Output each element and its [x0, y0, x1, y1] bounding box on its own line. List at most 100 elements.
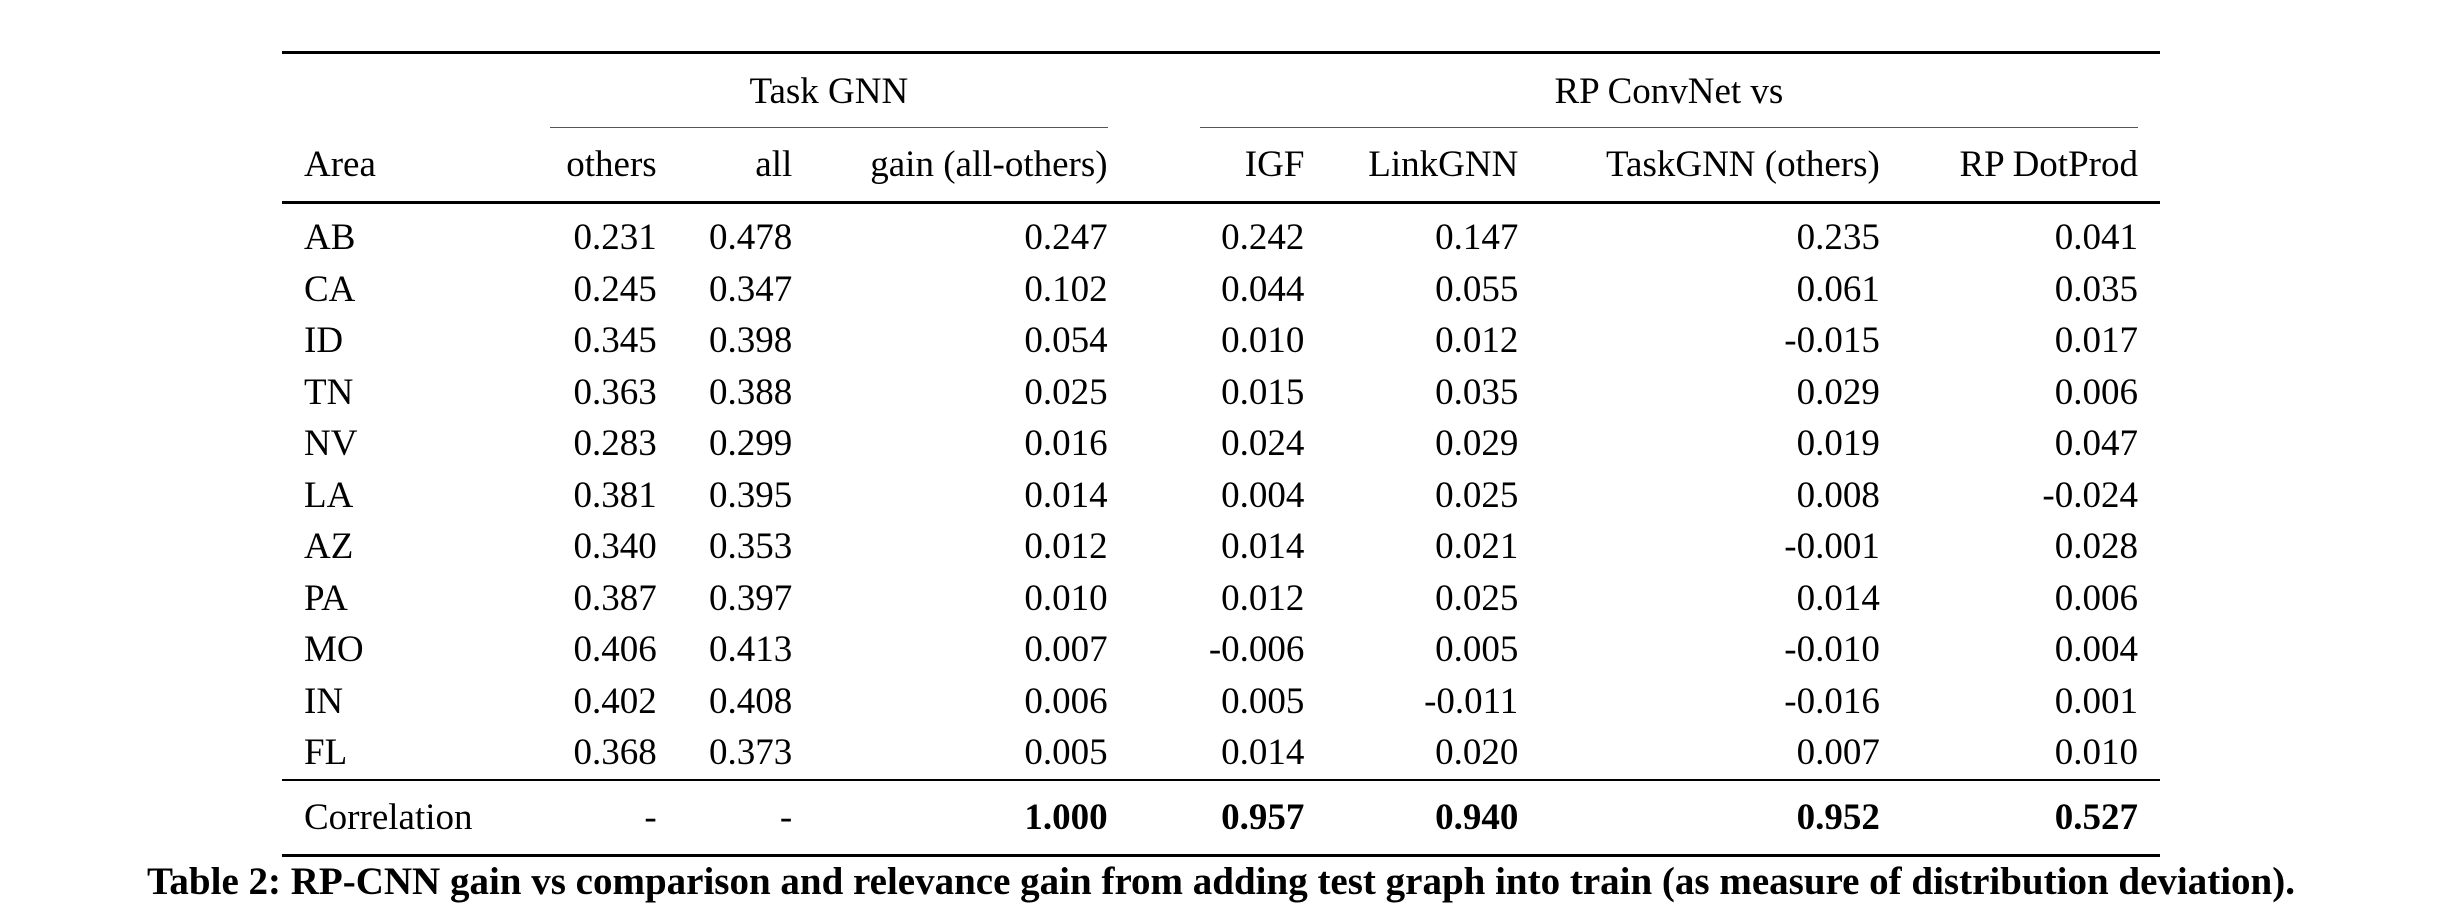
cell-linkgnn: 0.025 — [1435, 577, 1519, 619]
cell-all: 0.388 — [709, 371, 793, 413]
cell-taskgnn-others: -0.016 — [1784, 680, 1880, 722]
column-header-taskgnn-others: TaskGNN (others) — [1540, 128, 1902, 204]
cell-area: ID — [304, 320, 344, 362]
cell-rp-dotprod: 0.035 — [2054, 268, 2138, 310]
column-header-rp-dotprod: RP DotProd — [1901, 128, 2160, 204]
column-header-others: others — [528, 128, 679, 204]
cell-gain: 0.007 — [1024, 629, 1108, 671]
cell-rp-dotprod: 0.010 — [2054, 732, 2138, 774]
cell-all: 0.299 — [709, 423, 793, 465]
cell-igf: 0.012 — [1221, 577, 1305, 619]
cell-area: IN — [304, 680, 344, 722]
cell-rp-dotprod: 0.028 — [2054, 526, 2138, 568]
cell-taskgnn-others: -0.010 — [1784, 629, 1880, 671]
cell-all: 0.373 — [709, 732, 793, 774]
cell-linkgnn: 0.029 — [1435, 423, 1519, 465]
group-header-task-gnn: Task GNN — [528, 51, 1130, 128]
cell-others: - — [528, 778, 679, 857]
cell-taskgnn-others: 0.029 — [1796, 371, 1880, 413]
table-row: TN 0.363 0.388 0.025 0.015 0.035 0.029 0… — [282, 367, 2160, 419]
correlation-row: Correlation - - 1.000 0.957 0.940 0.952 … — [282, 778, 2160, 857]
cell-linkgnn: 0.005 — [1435, 629, 1519, 671]
cell-linkgnn: 0.020 — [1435, 732, 1519, 774]
cell-linkgnn: 0.940 — [1326, 778, 1541, 857]
cell-gain: 0.025 — [1024, 371, 1108, 413]
cell-gain: 0.012 — [1024, 526, 1108, 568]
cell-taskgnn-others: 0.014 — [1796, 577, 1880, 619]
cell-gain: 0.006 — [1024, 680, 1108, 722]
table-row: LA 0.381 0.395 0.014 0.004 0.025 0.008 -… — [282, 470, 2160, 522]
cell-rp-dotprod: 0.047 — [2054, 423, 2138, 465]
cell-all: - — [678, 778, 815, 857]
cell-igf: 0.015 — [1221, 371, 1305, 413]
cell-igf: 0.014 — [1221, 732, 1305, 774]
table-row: PA 0.387 0.397 0.010 0.012 0.025 0.014 0… — [282, 573, 2160, 625]
cell-others: 0.402 — [573, 680, 657, 722]
cell-linkgnn: -0.011 — [1424, 680, 1519, 722]
cell-igf: -0.006 — [1208, 629, 1305, 671]
cell-linkgnn: 0.021 — [1435, 526, 1519, 568]
table-row: AB 0.231 0.478 0.247 0.242 0.147 0.235 0… — [282, 203, 2160, 264]
cell-taskgnn-others: 0.008 — [1796, 474, 1880, 516]
group-header-rp-convnet: RP ConvNet vs — [1177, 51, 2160, 128]
cell-area: NV — [304, 423, 358, 465]
group-header-task-gnn-label: Task GNN — [749, 70, 909, 112]
cell-rp-dotprod: 0.527 — [1901, 778, 2160, 857]
cell-linkgnn: 0.147 — [1435, 217, 1519, 259]
group-underline-task-gnn — [550, 127, 1108, 128]
cell-others: 0.406 — [573, 629, 657, 671]
cell-all: 0.478 — [709, 217, 793, 259]
cell-igf: 0.004 — [1221, 474, 1305, 516]
cell-igf: 0.242 — [1221, 217, 1305, 259]
table-caption: Table 2: RP-CNN gain vs comparison and r… — [147, 860, 2295, 903]
group-underline-rp-convnet — [1199, 127, 2138, 128]
cell-linkgnn: 0.025 — [1435, 474, 1519, 516]
cell-others: 0.245 — [573, 268, 657, 310]
cell-area: PA — [304, 577, 348, 619]
cell-taskgnn-others: 0.007 — [1796, 732, 1880, 774]
column-header-all: all — [678, 128, 815, 204]
table-row: FL 0.368 0.373 0.005 0.014 0.020 0.007 0… — [282, 727, 2160, 780]
cell-others: 0.381 — [573, 474, 657, 516]
table-body: AB 0.231 0.478 0.247 0.242 0.147 0.235 0… — [282, 203, 2160, 857]
column-header-row: Area others all gain (all-others) IGF Li… — [282, 128, 2160, 204]
cell-taskgnn-others: 0.061 — [1796, 268, 1880, 310]
cell-area: MO — [304, 629, 364, 671]
cell-taskgnn-others: 0.019 — [1796, 423, 1880, 465]
cell-area: AZ — [304, 526, 354, 568]
cell-rp-dotprod: 0.041 — [2054, 217, 2138, 259]
cell-others: 0.387 — [573, 577, 657, 619]
cell-area: FL — [304, 732, 348, 774]
cell-gain: 0.014 — [1024, 474, 1108, 516]
group-header-row: Task GNN RP ConvNet vs — [282, 51, 2160, 128]
cell-taskgnn-others: 0.952 — [1540, 778, 1902, 857]
cell-rp-dotprod: 0.001 — [2054, 680, 2138, 722]
cell-rp-dotprod: -0.024 — [2042, 474, 2138, 516]
group-header-rp-convnet-label: RP ConvNet vs — [1554, 70, 1784, 112]
cell-taskgnn-others: -0.015 — [1784, 320, 1880, 362]
cell-others: 0.283 — [573, 423, 657, 465]
table-row: IN 0.402 0.408 0.006 0.005 -0.011 -0.016… — [282, 676, 2160, 728]
cell-linkgnn: 0.055 — [1435, 268, 1519, 310]
cell-area: TN — [304, 371, 354, 413]
column-header-igf: IGF — [1177, 128, 1327, 204]
cell-all: 0.395 — [709, 474, 793, 516]
cell-all: 0.347 — [709, 268, 793, 310]
column-header-area: Area — [282, 128, 529, 204]
cell-area: LA — [304, 474, 354, 516]
column-header-gain: gain (all-others) — [814, 128, 1130, 204]
cell-others: 0.363 — [573, 371, 657, 413]
cell-linkgnn: 0.012 — [1435, 320, 1519, 362]
results-table: Task GNN RP ConvNet vs Area others all g… — [282, 51, 2160, 857]
cell-rp-dotprod: 0.017 — [2054, 320, 2138, 362]
column-header-linkgnn: LinkGNN — [1326, 128, 1541, 204]
cell-area: CA — [304, 268, 356, 310]
cell-gain: 0.016 — [1024, 423, 1108, 465]
cell-all: 0.413 — [709, 629, 793, 671]
cell-gain: 1.000 — [814, 778, 1130, 857]
cell-area: Correlation — [282, 778, 529, 857]
table-row: AZ 0.340 0.353 0.012 0.014 0.021 -0.001 … — [282, 521, 2160, 573]
cell-taskgnn-others: 0.235 — [1796, 217, 1880, 259]
cell-taskgnn-others: -0.001 — [1784, 526, 1880, 568]
